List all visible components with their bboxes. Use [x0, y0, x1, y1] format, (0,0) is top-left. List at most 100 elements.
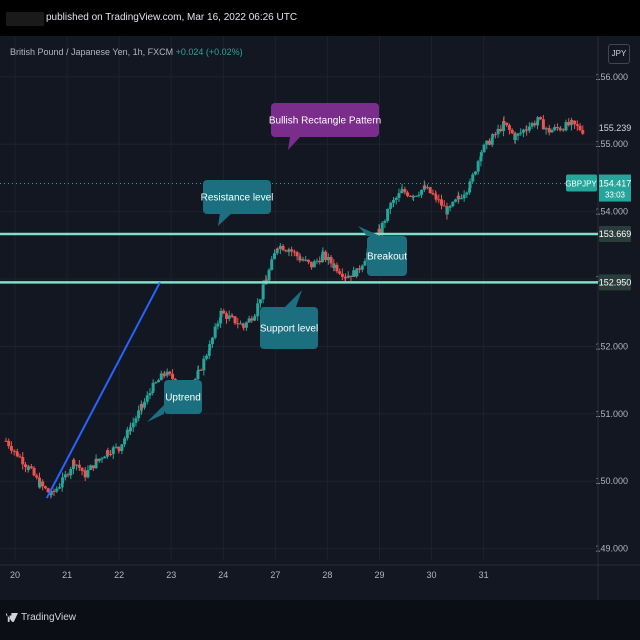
candle-body: [224, 313, 228, 319]
candle-body: [207, 350, 211, 356]
candle-body: [575, 124, 579, 126]
candle-body: [23, 464, 27, 468]
candle-body: [100, 458, 104, 460]
x-tick-label: 20: [10, 570, 20, 580]
candle-body: [199, 369, 203, 371]
candle-body: [253, 316, 257, 318]
tradingview-logo[interactable]: TradingView: [6, 612, 76, 623]
candle-body: [43, 486, 47, 489]
candle-body: [344, 277, 348, 279]
candle-body: [69, 468, 73, 476]
candle-body: [55, 488, 59, 492]
callout-pattern-text: Bullish Rectangle Pattern: [269, 116, 381, 127]
candle-body: [210, 337, 214, 345]
price-chart[interactable]: 149.000150.000151.000152.000153.000154.0…: [0, 36, 640, 600]
candle-body: [86, 469, 90, 478]
x-tick-label: 31: [479, 570, 489, 580]
candle-body: [151, 391, 155, 393]
candle-body: [95, 458, 99, 462]
candle-body: [244, 322, 248, 328]
candle-body: [454, 199, 458, 202]
candle-body: [417, 194, 421, 196]
candle-body: [29, 466, 33, 468]
candle-body: [389, 202, 393, 208]
candle-body: [457, 195, 461, 199]
candle-body: [431, 193, 435, 195]
y-tick-label: 149.000: [595, 544, 628, 554]
candle-body: [278, 245, 282, 249]
candle-body: [227, 315, 231, 319]
price-label: 155.239: [599, 123, 632, 133]
candle-body: [527, 126, 531, 131]
candle-body: [496, 128, 500, 135]
candle-body: [49, 491, 53, 496]
level-label-resistance: 153.669: [599, 229, 632, 239]
candle-body: [403, 189, 407, 193]
candle-body: [360, 265, 364, 270]
candle-body: [411, 196, 415, 198]
candle-body: [377, 228, 381, 235]
candle-body: [196, 369, 200, 372]
candle-body: [519, 132, 523, 134]
candle-body: [578, 125, 582, 131]
candle-body: [544, 128, 548, 130]
candle-body: [499, 128, 503, 132]
candle-body: [250, 318, 254, 321]
candle-body: [242, 326, 246, 328]
candle-body: [276, 248, 280, 250]
candle-body: [425, 187, 429, 189]
candle-body: [117, 446, 121, 449]
candle-body: [41, 481, 45, 487]
brand-name: TradingView: [21, 612, 77, 623]
candle-body: [21, 457, 25, 465]
candle-body: [400, 190, 404, 194]
candle-body: [151, 382, 155, 392]
candle-body: [332, 264, 336, 268]
candle-body: [397, 193, 401, 198]
x-tick-label: 27: [270, 570, 280, 580]
candle-body: [392, 200, 396, 203]
candle-body: [340, 273, 344, 277]
candle-body: [510, 129, 514, 134]
candle-body: [38, 481, 42, 488]
candle-body: [145, 395, 149, 402]
candle-body: [157, 380, 161, 383]
candle-body: [32, 467, 36, 476]
candle-body: [89, 465, 93, 470]
candle-body: [72, 459, 76, 466]
candle-body: [312, 261, 316, 268]
candle-body: [440, 199, 444, 206]
candle-body: [567, 122, 571, 126]
candle-body: [310, 263, 314, 268]
candle-body: [83, 470, 87, 478]
candle-body: [462, 194, 466, 199]
level-label-resistance-bg: [599, 225, 631, 242]
candle-body: [35, 475, 39, 478]
candle-body: [555, 126, 559, 128]
candle-body: [27, 466, 31, 470]
callout-pattern-box: [271, 103, 379, 137]
currency-selector[interactable]: JPY: [608, 44, 630, 64]
candle-body: [77, 464, 81, 468]
candle-body: [154, 382, 158, 384]
x-tick-label: 29: [374, 570, 384, 580]
candle-body: [326, 257, 330, 261]
candle-body: [125, 429, 129, 439]
candle-body: [561, 129, 565, 131]
candle-body: [230, 316, 234, 318]
candle-body: [267, 269, 271, 281]
candle-body: [168, 371, 172, 374]
candle-body: [448, 206, 452, 208]
y-tick-label: 152.000: [595, 341, 628, 351]
x-tick-label: 30: [427, 570, 437, 580]
published-info: published on TradingView.com, Mar 16, 20…: [46, 12, 298, 23]
candle-body: [581, 130, 585, 134]
candle-body: [394, 197, 398, 201]
symbol-badge: GBPJPY: [565, 180, 597, 189]
candle-body: [247, 318, 251, 323]
y-tick-label: 154.000: [595, 207, 628, 217]
level-label-support-bg: [599, 274, 631, 291]
candle-body: [213, 326, 217, 338]
candle-body: [66, 474, 70, 476]
candle-body: [304, 259, 308, 261]
